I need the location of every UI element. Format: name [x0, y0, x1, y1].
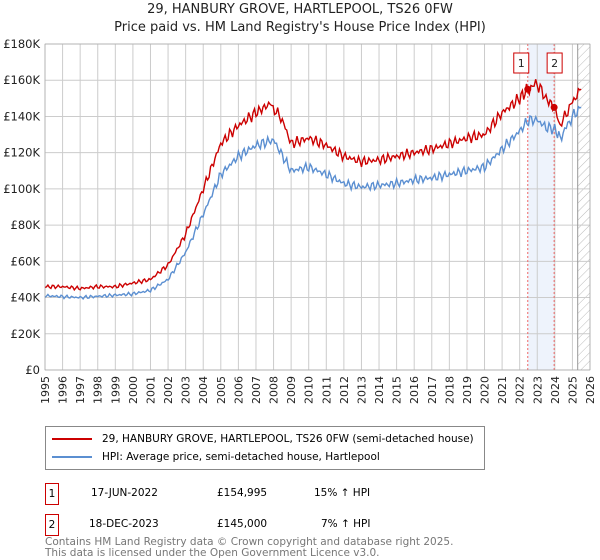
- y-tick-label: £180K: [3, 37, 40, 51]
- x-tick-label: 2010: [303, 376, 316, 404]
- x-tick-label: 2009: [285, 376, 298, 404]
- price-chart: 1995 1996 1997 1998 1999 2000 2001 2002 2003 2004…: [3, 37, 597, 404]
- sale-date: 17-JUN-2022: [91, 487, 158, 499]
- sale-badge-label: 1: [518, 57, 525, 70]
- footer-line-2: This data is licensed under the Open Gov…: [45, 547, 380, 559]
- x-tick-label: 1997: [74, 376, 87, 404]
- sale-hpi: 7% ↑ HPI: [321, 518, 371, 530]
- x-tick-label: 2013: [355, 376, 368, 404]
- y-tick-label: £120K: [3, 146, 40, 160]
- x-tick-label: 2012: [338, 376, 351, 404]
- sale-badge-label: 2: [551, 57, 558, 70]
- chart-subtitle: Price paid vs. HM Land Registry's House …: [114, 20, 486, 35]
- x-tick-label: 2006: [232, 376, 245, 404]
- legend-line-property: [52, 438, 92, 440]
- legend: 29, HANBURY GROVE, HARTLEPOOL, TS26 0FW …: [45, 426, 485, 470]
- x-tick-label: 2026: [584, 376, 597, 404]
- hpi-line: [44, 105, 582, 301]
- x-tick-label: 2007: [250, 376, 263, 404]
- x-tick-label: 2000: [127, 376, 140, 404]
- x-tick-label: 1996: [57, 376, 70, 404]
- y-tick-label: £140K: [3, 109, 40, 123]
- sale-badge-box: [546, 52, 563, 74]
- sale-badge: 2: [45, 514, 59, 536]
- sale-badge-box: [513, 52, 530, 74]
- sale-point: [524, 85, 532, 93]
- x-tick-label: 2004: [197, 376, 210, 404]
- y-tick-label: £0: [25, 363, 40, 377]
- x-tick-label: 2003: [180, 376, 193, 404]
- x-tick-label: 2001: [144, 376, 157, 404]
- y-tick-label: £100K: [3, 182, 40, 196]
- y-tick-label: £80K: [11, 218, 41, 232]
- x-tick-label: 2025: [566, 376, 579, 404]
- x-tick-label: 2021: [496, 376, 509, 404]
- sale-price: £145,000: [217, 518, 268, 530]
- x-tick-label: 2015: [391, 376, 404, 404]
- x-tick-label: 2011: [320, 376, 333, 404]
- x-tick-label: 2017: [426, 376, 439, 404]
- y-tick-label: £60K: [11, 254, 41, 268]
- x-tick-label: 2005: [215, 376, 228, 404]
- x-tick-label: 2018: [443, 376, 456, 404]
- x-tick-label: 2002: [162, 376, 175, 404]
- sale-date: 18-DEC-2023: [89, 518, 159, 530]
- sale-price: £154,995: [217, 487, 268, 499]
- x-tick-label: 2022: [514, 376, 527, 404]
- plot-border: [44, 43, 591, 371]
- x-tick-label: 2019: [461, 376, 474, 404]
- y-tick-label: £20K: [11, 327, 41, 341]
- x-tick-label: 1998: [92, 376, 105, 404]
- y-tick-label: £160K: [3, 73, 40, 87]
- x-tick-label: 2023: [531, 376, 544, 404]
- x-tick-label: 2024: [549, 376, 562, 404]
- x-tick-label: 2020: [479, 376, 492, 404]
- x-tick-label: 2008: [268, 376, 281, 404]
- x-tick-label: 2014: [373, 376, 386, 404]
- sale-badge: 1: [45, 483, 59, 505]
- chart-title: 29, HANBURY GROVE, HARTLEPOOL, TS26 0FW: [147, 2, 453, 17]
- legend-label-hpi: HPI: Average price, semi-detached house,…: [102, 451, 380, 463]
- sale-hpi: 15% ↑ HPI: [314, 487, 371, 499]
- y-tick-label: £40K: [11, 291, 41, 305]
- sale-point: [550, 103, 558, 111]
- property-price-line: [44, 79, 582, 292]
- future-hatch: [577, 44, 590, 370]
- legend-label-property: 29, HANBURY GROVE, HARTLEPOOL, TS26 0FW …: [102, 433, 474, 445]
- footer-line-1: Contains HM Land Registry data © Crown c…: [45, 536, 454, 548]
- x-tick-label: 1995: [39, 376, 52, 404]
- sale-period-shade: [527, 44, 555, 370]
- x-tick-label: 2016: [408, 376, 421, 404]
- legend-line-hpi: [52, 456, 92, 458]
- x-tick-label: 1999: [109, 376, 122, 404]
